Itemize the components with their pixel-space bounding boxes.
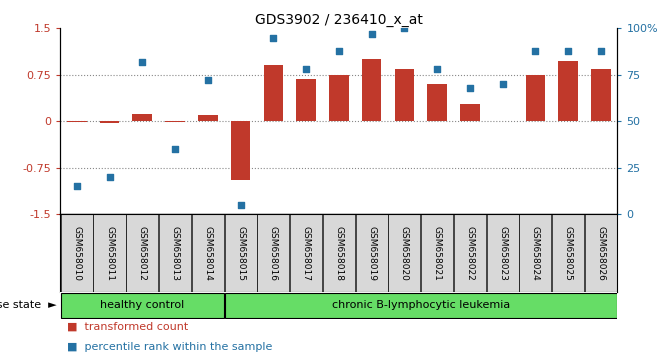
Text: GSM658016: GSM658016 <box>269 225 278 281</box>
Title: GDS3902 / 236410_x_at: GDS3902 / 236410_x_at <box>255 13 423 27</box>
Bar <box>100 121 119 123</box>
Bar <box>395 69 414 121</box>
Point <box>301 66 311 72</box>
Text: GSM658025: GSM658025 <box>564 225 572 281</box>
Bar <box>132 114 152 121</box>
Bar <box>558 61 578 121</box>
Bar <box>257 214 289 292</box>
Bar <box>231 121 250 180</box>
Point <box>530 48 541 53</box>
Bar <box>519 214 552 292</box>
Point <box>431 66 442 72</box>
Point <box>464 85 475 91</box>
Bar <box>165 121 185 122</box>
Text: GSM658024: GSM658024 <box>531 226 540 280</box>
Bar <box>454 214 486 292</box>
Text: ■  percentile rank within the sample: ■ percentile rank within the sample <box>67 342 272 352</box>
Text: GSM658014: GSM658014 <box>203 225 212 281</box>
Bar <box>460 104 480 121</box>
Text: GSM658013: GSM658013 <box>170 225 180 281</box>
Point <box>366 31 377 37</box>
Point <box>399 25 410 31</box>
Bar <box>67 121 87 122</box>
Point <box>104 174 115 180</box>
Bar <box>525 75 546 121</box>
Point <box>497 81 508 87</box>
Text: GSM658011: GSM658011 <box>105 225 114 281</box>
Text: GSM658018: GSM658018 <box>334 225 344 281</box>
Bar <box>198 115 217 121</box>
Point <box>563 48 574 53</box>
Bar <box>60 292 224 318</box>
Text: GSM658023: GSM658023 <box>498 225 507 281</box>
Bar <box>225 292 617 318</box>
Bar <box>427 84 447 121</box>
Bar <box>297 79 316 121</box>
Bar <box>486 214 519 292</box>
Text: ■  transformed count: ■ transformed count <box>67 322 189 332</box>
Bar <box>591 69 611 121</box>
Bar <box>93 214 125 292</box>
Text: GSM658021: GSM658021 <box>433 225 442 281</box>
Bar <box>552 214 584 292</box>
Text: GSM658010: GSM658010 <box>72 225 81 281</box>
Text: GSM658012: GSM658012 <box>138 225 147 281</box>
Point <box>596 48 607 53</box>
Text: GSM658026: GSM658026 <box>597 225 605 281</box>
Point <box>170 146 180 152</box>
Bar <box>192 214 224 292</box>
Point <box>203 78 213 83</box>
Bar <box>60 214 93 292</box>
Bar <box>362 59 381 121</box>
Text: GSM658015: GSM658015 <box>236 225 245 281</box>
Point <box>137 59 148 64</box>
Bar <box>356 214 388 292</box>
Bar <box>225 214 256 292</box>
Bar <box>159 214 191 292</box>
Text: GSM658022: GSM658022 <box>466 226 474 280</box>
Point <box>236 202 246 208</box>
Point <box>333 48 344 53</box>
Text: GSM658017: GSM658017 <box>301 225 311 281</box>
Text: healthy control: healthy control <box>100 300 185 310</box>
Text: chronic B-lymphocytic leukemia: chronic B-lymphocytic leukemia <box>331 300 510 310</box>
Bar <box>421 214 453 292</box>
Bar <box>585 214 617 292</box>
Text: disease state  ►: disease state ► <box>0 300 57 310</box>
Bar <box>290 214 322 292</box>
Point <box>268 35 278 40</box>
Bar <box>264 65 283 121</box>
Bar <box>329 75 349 121</box>
Bar <box>323 214 355 292</box>
Text: GSM658020: GSM658020 <box>400 225 409 281</box>
Point <box>71 183 82 189</box>
Bar <box>389 214 421 292</box>
Text: GSM658019: GSM658019 <box>367 225 376 281</box>
Bar <box>126 214 158 292</box>
